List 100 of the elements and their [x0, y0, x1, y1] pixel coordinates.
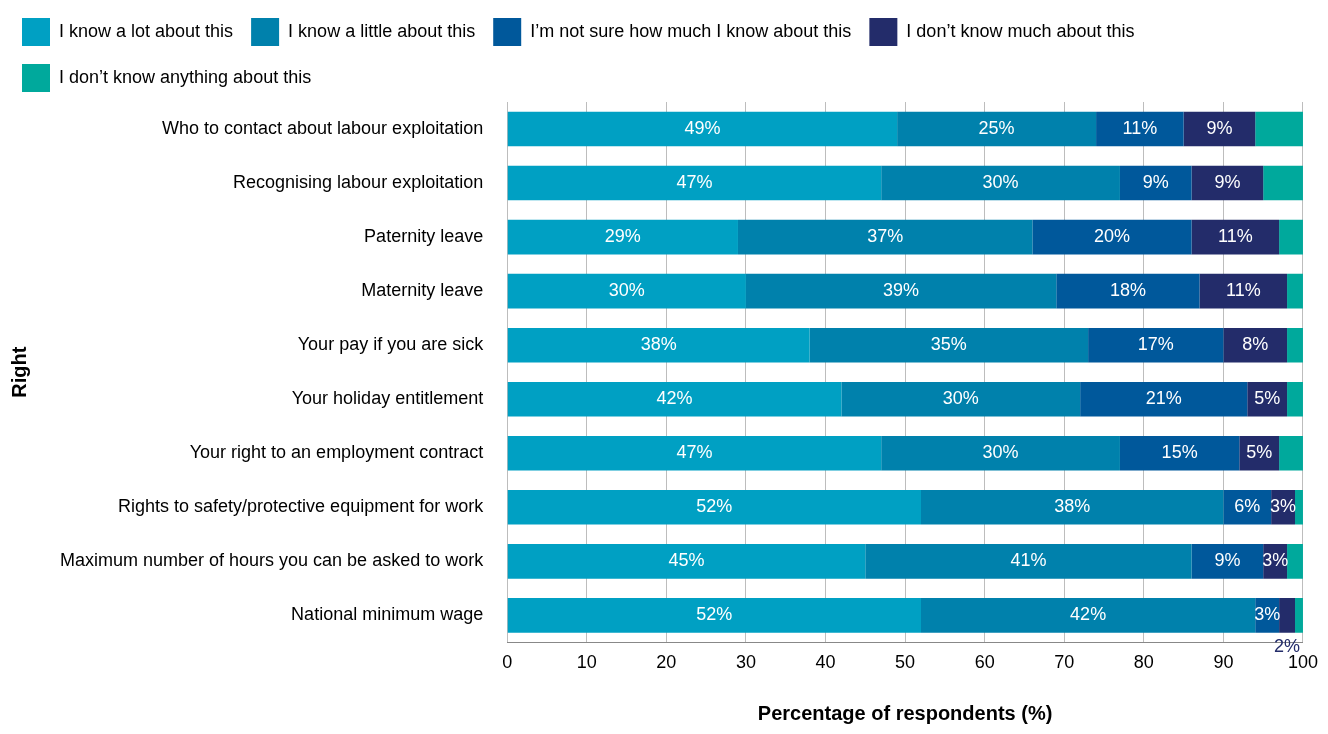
data-label: 42% [656, 388, 693, 409]
legend-label: I don’t know much about this [906, 20, 1135, 41]
bar [507, 544, 866, 579]
y-tick-label: National minimum wage [291, 604, 484, 625]
bar [507, 490, 921, 525]
data-label: 49% [684, 117, 721, 138]
data-label: 9% [1142, 172, 1169, 193]
x-tick-label: 60 [974, 652, 995, 673]
legend-label: I know a lot about this [59, 20, 234, 41]
bar [1223, 327, 1288, 363]
data-label: 18% [1109, 280, 1146, 301]
x-tick-label: 10 [576, 652, 597, 673]
legend-label: I don’t know anything about this [59, 66, 312, 87]
bar [1080, 381, 1248, 417]
y-axis-title: Right [7, 346, 30, 398]
y-tick-label: Recognising labour exploitation [233, 172, 484, 193]
x-tick-label: 90 [1213, 652, 1234, 673]
y-tick-label: Your pay if you are sick [297, 334, 485, 355]
x-tick-label: 30 [735, 652, 756, 673]
y-tick-label: Your right to an employment contract [189, 442, 484, 463]
y-tick-label: Paternity leave [364, 226, 484, 247]
bar [1255, 111, 1303, 147]
x-tick-label: 70 [1054, 652, 1075, 673]
data-label: 11% [1225, 280, 1261, 301]
data-label: 35% [930, 334, 967, 355]
data-label: 6% [1234, 496, 1261, 517]
data-label: 29% [604, 226, 641, 247]
bar [507, 327, 810, 363]
data-label: 15% [1161, 442, 1198, 463]
data-label: 5% [1254, 388, 1281, 409]
legend-label: I’m not sure how much I know about this [530, 20, 852, 41]
bar [865, 544, 1192, 579]
bar [745, 273, 1057, 309]
data-label: 9% [1214, 550, 1241, 571]
data-label: 41% [1010, 550, 1047, 571]
data-label: 47% [676, 172, 713, 193]
data-label: 42% [1070, 604, 1107, 625]
data-label: 21% [1145, 388, 1182, 409]
data-label: 38% [640, 334, 677, 355]
bar [1183, 111, 1256, 147]
data-label: 3% [1262, 550, 1289, 571]
data-label: 8% [1242, 334, 1269, 355]
data-label: 9% [1206, 117, 1233, 138]
bar [507, 435, 882, 471]
bar [737, 219, 1033, 255]
bar [1287, 381, 1303, 417]
bar [921, 598, 1256, 633]
bar [809, 327, 1089, 363]
bar [897, 111, 1097, 147]
bar [1032, 219, 1192, 255]
bar [1279, 598, 1296, 633]
data-label: 17% [1137, 334, 1174, 355]
bar [881, 435, 1120, 471]
x-tick-label: 80 [1133, 652, 1154, 673]
bar [507, 273, 746, 309]
data-label: 5% [1246, 442, 1273, 463]
bar [1223, 490, 1272, 525]
bar [1096, 111, 1184, 147]
bar [507, 381, 842, 417]
data-label: 30% [982, 442, 1019, 463]
x-tick-label: 0 [502, 652, 513, 673]
data-label: 30% [608, 280, 645, 301]
bar [1287, 327, 1303, 363]
bar [841, 381, 1081, 417]
data-label: 45% [668, 550, 705, 571]
bar [507, 165, 882, 201]
bar [1287, 273, 1303, 309]
y-tick-label: Maximum number of hours you can be asked to work [59, 550, 485, 571]
data-label: 38% [1054, 496, 1091, 517]
y-tick-label: Who to contact about labour exploitation [161, 117, 484, 138]
bar [1191, 544, 1264, 579]
x-tick-label: 20 [656, 652, 677, 673]
bar [1191, 165, 1264, 201]
data-label: 11% [1122, 117, 1158, 138]
bar [1199, 273, 1288, 309]
x-tick-label: 50 [895, 652, 916, 673]
data-label: 20% [1093, 226, 1131, 247]
y-tick-label: Maternity leave [361, 280, 484, 301]
data-label: 30% [942, 388, 979, 409]
data-label: 47% [676, 442, 713, 463]
bar [1056, 273, 1200, 309]
bar [1119, 165, 1192, 201]
data-label: 37% [867, 226, 904, 247]
bar [1287, 544, 1303, 579]
data-label: 9% [1214, 172, 1241, 193]
bar [507, 598, 921, 633]
bar [1119, 435, 1240, 471]
bar [1263, 165, 1303, 201]
y-tick-label: Your holiday entitlement [291, 388, 484, 409]
bar [1088, 327, 1224, 363]
bar [881, 165, 1120, 201]
data-label: 52% [696, 496, 733, 517]
bar [507, 111, 898, 147]
data-label: 52% [696, 604, 733, 625]
data-label: 3% [1254, 604, 1281, 625]
bar [1191, 219, 1280, 255]
data-label: 30% [982, 172, 1019, 193]
legend-label: I know a little about this [288, 20, 476, 41]
bar [507, 219, 738, 255]
bar [1279, 219, 1303, 255]
